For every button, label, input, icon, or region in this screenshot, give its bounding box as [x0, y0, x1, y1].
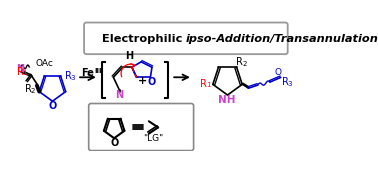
Text: 1: 1	[206, 82, 211, 88]
Text: "LG": "LG"	[143, 134, 163, 143]
Text: III: III	[94, 68, 102, 74]
Text: ipso-Addition/Transannulation: ipso-Addition/Transannulation	[186, 34, 378, 44]
Text: NH: NH	[218, 95, 235, 105]
Text: R: R	[236, 57, 243, 67]
FancyBboxPatch shape	[89, 104, 194, 151]
Text: O: O	[48, 101, 57, 111]
Text: R: R	[282, 77, 289, 87]
Text: OAc: OAc	[36, 59, 53, 68]
Polygon shape	[242, 83, 249, 88]
Text: R: R	[17, 66, 23, 76]
Text: Electrophilic: Electrophilic	[102, 34, 186, 44]
Text: 3: 3	[288, 81, 292, 87]
Text: 3: 3	[71, 75, 75, 81]
Text: O: O	[274, 68, 281, 77]
Text: 1: 1	[22, 70, 27, 76]
Text: Fe: Fe	[81, 68, 94, 78]
Text: +: +	[138, 76, 147, 86]
Text: H: H	[125, 52, 133, 62]
Text: 2: 2	[31, 88, 35, 94]
Text: N: N	[16, 64, 24, 74]
Text: R: R	[65, 71, 72, 81]
Text: O: O	[110, 138, 118, 148]
Text: 2: 2	[242, 61, 246, 67]
Text: N: N	[116, 90, 124, 100]
Text: O: O	[148, 77, 156, 87]
FancyBboxPatch shape	[84, 22, 288, 54]
Text: R: R	[200, 79, 207, 89]
Text: R: R	[25, 84, 32, 94]
